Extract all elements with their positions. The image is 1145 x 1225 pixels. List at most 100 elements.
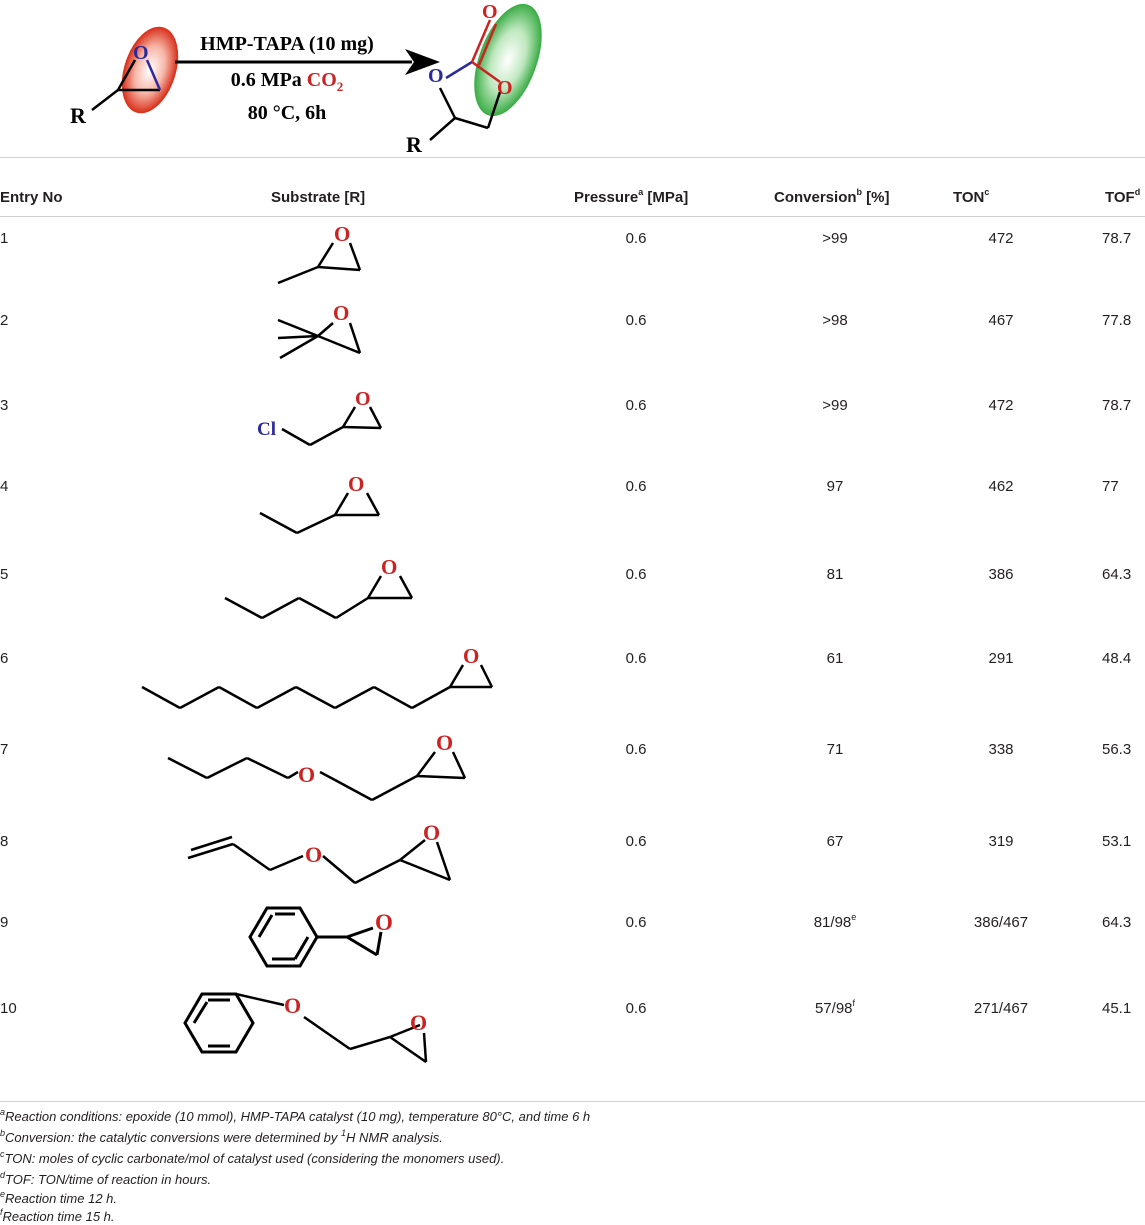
svg-text:O: O bbox=[334, 222, 350, 246]
pressure-cell: 0.6 bbox=[625, 914, 647, 931]
header-tof: TOFd bbox=[1105, 187, 1141, 206]
substrate-structure: O bbox=[224, 555, 414, 620]
reagent-co2: CO bbox=[307, 69, 337, 91]
reactant-epoxide bbox=[91, 59, 162, 111]
ton-cell: 472 bbox=[988, 230, 1014, 247]
conversion-cell: 67 bbox=[826, 833, 844, 850]
entry-cell: 7 bbox=[0, 741, 9, 758]
pressure-cell: 0.6 bbox=[625, 230, 647, 247]
header-entry: Entry No bbox=[0, 189, 63, 206]
svg-text:O: O bbox=[375, 910, 393, 935]
conversion-cell: 81 bbox=[826, 566, 844, 583]
pressure-cell: 0.6 bbox=[625, 741, 647, 758]
ton-cell: 386 bbox=[988, 566, 1014, 583]
conversion-cell: 81/98e bbox=[813, 912, 857, 931]
tof-cell: 77 bbox=[1102, 478, 1119, 495]
reagent-temperature-time: 80 °C, 6h bbox=[248, 102, 327, 124]
tof-cell: 78.7 bbox=[1102, 230, 1132, 247]
svg-text:O: O bbox=[348, 472, 364, 496]
footnote-c: cTON: moles of cyclic carbonate/mol of c… bbox=[0, 1149, 505, 1166]
product-r-label: R bbox=[406, 132, 423, 157]
footnote-e: eReaction time 12 h. bbox=[0, 1189, 118, 1206]
reactant-r-label: R bbox=[70, 103, 87, 128]
entry-cell: 1 bbox=[0, 230, 9, 247]
substrate-structure: O bbox=[248, 906, 393, 968]
header-substrate: Substrate [R] bbox=[271, 189, 366, 206]
product-carbonate bbox=[429, 19, 502, 141]
substrate-structure: O O bbox=[183, 992, 428, 1064]
svg-text:O: O bbox=[305, 842, 322, 867]
conversion-cell: 61 bbox=[826, 650, 844, 667]
svg-text:Cl: Cl bbox=[257, 419, 276, 440]
tof-cell: 64.3 bbox=[1102, 566, 1132, 583]
pressure-cell: 0.6 bbox=[625, 312, 647, 329]
svg-text:O: O bbox=[423, 820, 440, 845]
conversion-cell: 71 bbox=[826, 741, 844, 758]
substrate-structure: O O bbox=[167, 730, 467, 802]
product-highlight bbox=[474, 3, 542, 117]
svg-text:O: O bbox=[355, 388, 371, 410]
pressure-cell: 0.6 bbox=[625, 1000, 647, 1017]
pressure-cell: 0.6 bbox=[625, 566, 647, 583]
entry-cell: 10 bbox=[0, 1000, 17, 1017]
reagent-catalyst: HMP-TAPA (10 mg) bbox=[200, 33, 374, 55]
svg-text:O: O bbox=[410, 1010, 427, 1035]
header-bottom-rule bbox=[0, 216, 1145, 217]
conversion-cell: 57/98f bbox=[814, 998, 856, 1017]
reagent-pressure: 0.6 MPa CO2 bbox=[231, 69, 344, 94]
reaction-arrow bbox=[175, 49, 440, 75]
product-ring-o-right: O bbox=[497, 77, 513, 99]
header-pressure: Pressurea [MPa] bbox=[574, 187, 689, 206]
conversion-cell: 97 bbox=[826, 478, 844, 495]
table-top-rule bbox=[0, 157, 1145, 158]
header-ton: TONc bbox=[953, 187, 990, 206]
conversion-cell: >99 bbox=[822, 230, 848, 247]
svg-text:O: O bbox=[436, 730, 453, 755]
entry-cell: 5 bbox=[0, 566, 9, 583]
substrate-structure: O bbox=[277, 301, 362, 360]
substrate-structure: O bbox=[259, 472, 381, 535]
conversion-cell: >98 bbox=[822, 312, 848, 329]
tof-cell: 48.4 bbox=[1102, 650, 1132, 667]
substrate-structure: O O bbox=[187, 820, 452, 885]
tof-cell: 56.3 bbox=[1102, 741, 1132, 758]
tof-cell: 78.7 bbox=[1102, 397, 1132, 414]
tof-cell: 45.1 bbox=[1102, 1000, 1132, 1017]
entry-cell: 3 bbox=[0, 397, 9, 414]
header-conversion: Conversionb [%] bbox=[774, 187, 890, 206]
product-ring-o-left: O bbox=[428, 65, 444, 87]
tof-cell: 77.8 bbox=[1102, 312, 1132, 329]
ton-cell: 472 bbox=[988, 397, 1014, 414]
ton-cell: 271/467 bbox=[973, 1000, 1029, 1017]
ton-cell: 386/467 bbox=[973, 914, 1029, 931]
ton-cell: 462 bbox=[988, 478, 1014, 495]
tof-cell: 64.3 bbox=[1102, 914, 1132, 931]
pressure-cell: 0.6 bbox=[625, 833, 647, 850]
ton-cell: 291 bbox=[988, 650, 1014, 667]
svg-text:O: O bbox=[298, 762, 315, 787]
entry-cell: 8 bbox=[0, 833, 9, 850]
ton-cell: 338 bbox=[988, 741, 1014, 758]
svg-text:O: O bbox=[381, 555, 397, 579]
footnote-d: dTOF: TON/time of reaction in hours. bbox=[0, 1170, 212, 1187]
entry-cell: 4 bbox=[0, 478, 9, 495]
pressure-cell: 0.6 bbox=[625, 397, 647, 414]
conversion-cell: >99 bbox=[822, 397, 848, 414]
substrate-structure: O bbox=[277, 222, 362, 285]
substrate-structure: O Cl bbox=[257, 388, 383, 447]
svg-text:O: O bbox=[284, 993, 301, 1018]
svg-text:O: O bbox=[463, 644, 479, 668]
pressure-cell: 0.6 bbox=[625, 478, 647, 495]
reaction-scheme: O R HMP-TAPA (10 mg) 0.6 MPa CO2 80 °C, … bbox=[70, 1, 542, 157]
footnote-a: aReaction conditions: epoxide (10 mmol),… bbox=[0, 1107, 591, 1124]
footnote-f: fReaction time 15 h. bbox=[0, 1207, 115, 1224]
entry-cell: 6 bbox=[0, 650, 9, 667]
tof-cell: 53.1 bbox=[1102, 833, 1132, 850]
ton-cell: 467 bbox=[988, 312, 1014, 329]
entry-cell: 2 bbox=[0, 312, 9, 329]
entry-cell: 9 bbox=[0, 914, 9, 931]
substrate-structure: O bbox=[141, 644, 494, 710]
footnote-b: bConversion: the catalytic conversions w… bbox=[0, 1128, 443, 1145]
ton-cell: 319 bbox=[988, 833, 1014, 850]
svg-text:O: O bbox=[333, 301, 349, 325]
